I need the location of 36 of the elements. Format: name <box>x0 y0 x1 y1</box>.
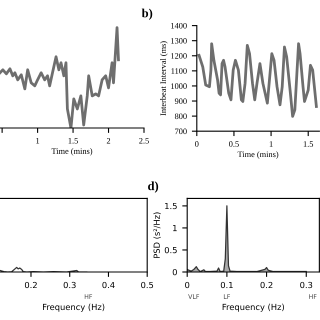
y-tick-label: 700 <box>175 128 187 134</box>
x-axis-title: Time (mins) <box>238 151 278 159</box>
y-tick-label: 1300 <box>171 38 187 44</box>
x-tick-label: 2.5 <box>139 138 149 144</box>
x-tick-label: 0.1 <box>220 282 233 288</box>
x-axis-title: Time (mins) <box>52 148 92 156</box>
y-tick-label: 800 <box>174 113 187 120</box>
chart-title: d) <box>148 181 158 193</box>
y-tick-label: 1.5 <box>165 202 177 210</box>
x-tick-label: 1.5 <box>68 138 78 144</box>
x-tick-label: 1 <box>270 141 273 147</box>
x-tick-label: 0.2 <box>260 282 272 288</box>
x-tick-label: 0.3 <box>300 282 312 288</box>
chart-title: b) <box>142 8 152 20</box>
x-tick-label: 1.5 <box>304 141 314 147</box>
x-tick-label: 0.4 <box>102 282 115 288</box>
line-series <box>198 42 318 118</box>
x-tick-label: 0.3 <box>64 282 76 288</box>
y-tick-label: 1 <box>173 225 177 232</box>
x-tick-label: 0.5 <box>141 282 154 288</box>
y-tick-label: 0 <box>172 268 177 276</box>
x-tick-label: 0.5 <box>229 141 239 147</box>
x-tick-label: 1 <box>36 138 40 144</box>
x-tick-label: 0.2 <box>24 282 37 288</box>
y-tick-label: 1000 <box>171 83 187 89</box>
y-tick-label: 1400 <box>171 22 187 29</box>
y-tick-label: 0.5 <box>164 246 177 254</box>
x-axis-title: Frequency (Hz) <box>222 304 284 312</box>
y-tick-label: 1100 <box>171 68 187 74</box>
x-tick-label: 2 <box>106 138 110 144</box>
x-tick-label: 0 <box>195 141 199 147</box>
x-axis-title: Frequency (Hz) <box>42 304 104 312</box>
y-tick-label: 900 <box>174 98 187 104</box>
y-axis-title: PSD (s²/Hz) <box>153 212 161 258</box>
y-axis-title: Interbeat Interval (ms) <box>160 41 168 116</box>
y-tick-label: 1200 <box>171 53 187 59</box>
